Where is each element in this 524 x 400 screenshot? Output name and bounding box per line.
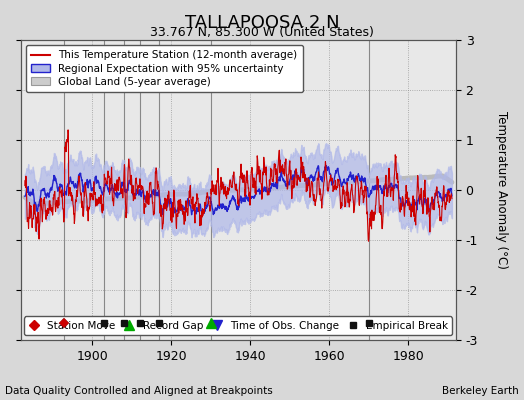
Text: Data Quality Controlled and Aligned at Breakpoints: Data Quality Controlled and Aligned at B… [5, 386, 273, 396]
Text: Berkeley Earth: Berkeley Earth [442, 386, 519, 396]
Text: TALLAPOOSA 2 N: TALLAPOOSA 2 N [184, 14, 340, 32]
Y-axis label: Temperature Anomaly (°C): Temperature Anomaly (°C) [495, 111, 508, 269]
Legend: Station Move, Record Gap, Time of Obs. Change, Empirical Break: Station Move, Record Gap, Time of Obs. C… [25, 316, 452, 335]
Text: 33.767 N, 85.300 W (United States): 33.767 N, 85.300 W (United States) [150, 26, 374, 39]
